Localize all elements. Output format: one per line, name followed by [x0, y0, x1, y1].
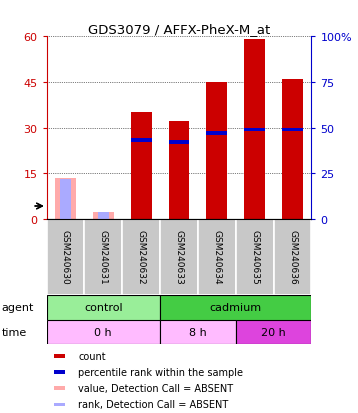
Text: count: count	[78, 351, 106, 361]
Bar	[54, 354, 65, 358]
Bar	[244, 40, 265, 219]
Bar	[169, 141, 189, 145]
Bar	[122, 219, 160, 295]
Text: 8 h: 8 h	[189, 327, 207, 337]
Text: control: control	[84, 302, 123, 312]
Bar	[282, 80, 303, 219]
Bar	[55, 178, 76, 219]
Bar	[54, 370, 65, 374]
Bar	[54, 403, 65, 406]
Bar	[47, 295, 160, 320]
Text: GSM240634: GSM240634	[212, 230, 221, 285]
Bar	[93, 213, 114, 219]
Bar	[207, 83, 227, 219]
Text: 0 h: 0 h	[95, 327, 112, 337]
Text: cadmium: cadmium	[210, 302, 262, 312]
Bar	[236, 219, 274, 295]
Text: time: time	[2, 327, 27, 337]
Text: GSM240632: GSM240632	[137, 230, 146, 285]
Bar	[160, 295, 311, 320]
Text: GSM240631: GSM240631	[99, 230, 108, 285]
Text: percentile rank within the sample: percentile rank within the sample	[78, 367, 243, 377]
Bar	[236, 320, 311, 344]
Title: GDS3079 / AFFX-PheX-M_at: GDS3079 / AFFX-PheX-M_at	[88, 23, 270, 36]
Bar	[84, 219, 122, 295]
Bar	[131, 139, 151, 143]
Text: 20 h: 20 h	[261, 327, 286, 337]
Bar	[169, 122, 189, 219]
Text: value, Detection Call = ABSENT: value, Detection Call = ABSENT	[78, 383, 233, 393]
Bar	[47, 219, 84, 295]
Bar	[244, 128, 265, 132]
Text: GSM240630: GSM240630	[61, 230, 70, 285]
Bar	[282, 128, 303, 132]
Bar	[274, 219, 311, 295]
Bar	[198, 219, 236, 295]
Text: GSM240635: GSM240635	[250, 230, 259, 285]
Text: GSM240636: GSM240636	[288, 230, 297, 285]
Text: rank, Detection Call = ABSENT: rank, Detection Call = ABSENT	[78, 399, 228, 409]
Text: GSM240633: GSM240633	[174, 230, 184, 285]
Bar	[160, 219, 198, 295]
Bar	[98, 213, 109, 219]
Bar	[54, 387, 65, 390]
Bar	[47, 320, 160, 344]
Bar	[160, 320, 236, 344]
Bar	[60, 179, 71, 219]
Bar	[207, 132, 227, 135]
Bar	[131, 113, 151, 219]
Text: agent: agent	[2, 302, 34, 312]
